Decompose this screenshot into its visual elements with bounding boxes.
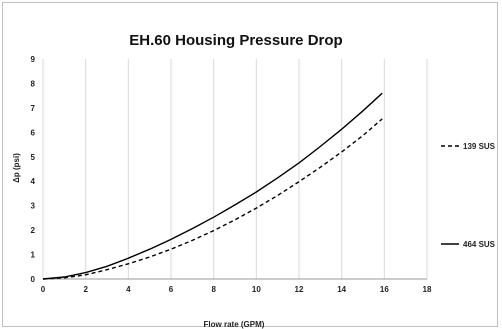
legend-entry: 139 SUS — [463, 142, 496, 151]
x-tick-label: 14 — [337, 285, 346, 294]
grid-lines — [42, 59, 428, 280]
y-tick-label: 2 — [31, 226, 36, 235]
y-tick-label: 9 — [31, 55, 36, 64]
y-tick-label: 3 — [31, 202, 36, 211]
x-tick-label: 4 — [126, 285, 131, 294]
series-lines — [42, 92, 383, 280]
x-tick-label: 16 — [380, 285, 389, 294]
series-line-464-sus — [42, 92, 383, 280]
y-tick-label: 6 — [31, 128, 36, 137]
y-tick-labels: 0 1 2 3 4 5 6 7 8 9 — [31, 55, 36, 284]
x-tick-label: 0 — [41, 285, 46, 294]
y-tick-label: 5 — [31, 153, 36, 162]
y-tick-label: 4 — [31, 177, 36, 186]
x-tick-label: 8 — [211, 285, 216, 294]
x-tick-label: 10 — [252, 285, 261, 294]
y-axis-label: Δp (psi) — [12, 153, 21, 183]
legend-entry: 464 SUS — [463, 240, 496, 249]
chart-title: EH.60 Housing Pressure Drop — [129, 32, 342, 49]
x-tick-label: 18 — [423, 285, 432, 294]
x-tick-labels: 0 2 4 6 8 10 12 14 16 18 — [41, 285, 432, 294]
y-tick-label: 0 — [31, 275, 36, 284]
x-tick-label: 12 — [295, 285, 304, 294]
x-tick-label: 2 — [83, 285, 88, 294]
legend: 139 SUS 464 SUS — [441, 142, 496, 249]
x-tick-label: 6 — [169, 285, 174, 294]
y-tick-label: 7 — [31, 104, 36, 113]
y-tick-label: 1 — [31, 251, 36, 260]
x-axis-label: Flow rate (GPM) — [204, 320, 265, 329]
series-line-139-sus — [42, 118, 383, 280]
y-tick-label: 8 — [31, 79, 36, 88]
